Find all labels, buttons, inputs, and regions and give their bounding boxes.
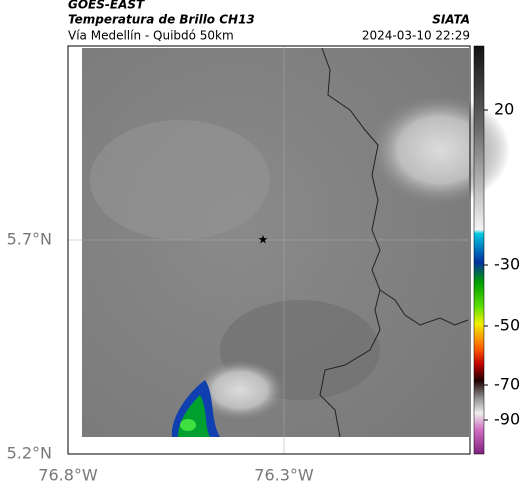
satellite: GOES-EAST: [68, 0, 145, 12]
map-frame: [67, 45, 471, 455]
satellite-image: [82, 48, 510, 437]
colorbar-label: -70: [494, 375, 520, 394]
product: Temperatura de Brillo CH13: [68, 13, 255, 27]
colorbar-label: 20: [494, 100, 514, 119]
region: Vía Medellín - Quibdó 50km: [68, 29, 234, 43]
colorbar-label: -90: [494, 410, 520, 429]
lat-label: 5.7°N: [7, 230, 52, 249]
lat-label: 5.2°N: [7, 444, 52, 463]
colorbar-label: -30: [494, 255, 520, 274]
border: [319, 289, 381, 438]
lon-label: 76.8°W: [38, 466, 98, 485]
city-marker: ★: [258, 233, 269, 247]
colorbar: [473, 45, 485, 455]
lon-label: 76.3°W: [254, 466, 314, 485]
colorbar-label: -50: [494, 316, 520, 335]
datetime: 2024-03-10 22:29: [362, 29, 470, 43]
border: [321, 47, 469, 326]
colorbar-ticks: 20 -30 -50 -70 -90: [484, 100, 520, 429]
source: SIATA: [432, 13, 470, 27]
